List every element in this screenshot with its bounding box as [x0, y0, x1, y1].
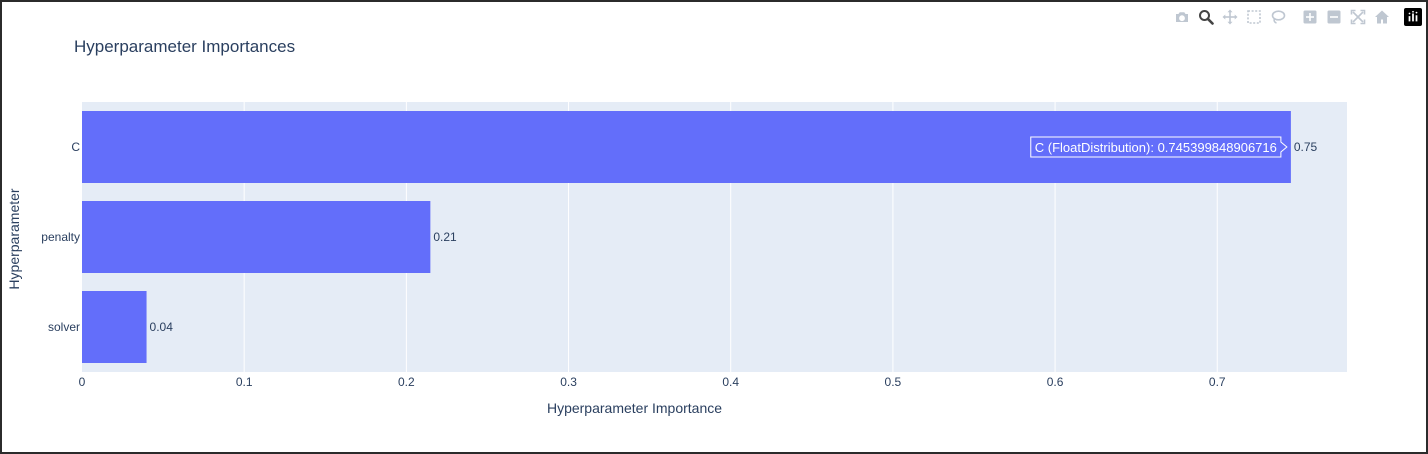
bar-solver[interactable] — [82, 291, 147, 363]
pan-icon[interactable] — [1218, 7, 1242, 27]
y-tick-label: penalty — [41, 230, 80, 244]
bar-data-label: 0.21 — [433, 230, 457, 244]
box-select-icon[interactable] — [1242, 7, 1266, 27]
zoom-in-icon[interactable] — [1298, 7, 1322, 27]
x-tick-label: 0.6 — [1047, 375, 1064, 389]
bar-penalty[interactable] — [82, 201, 431, 273]
x-tick-label: 0 — [79, 375, 86, 389]
chart-title: Hyperparameter Importances — [74, 37, 295, 56]
bar-data-label: 0.75 — [1294, 140, 1318, 154]
autoscale-icon[interactable] — [1346, 7, 1370, 27]
plotly-logo-icon[interactable] — [1402, 7, 1426, 27]
x-tick-label: 0.7 — [1209, 375, 1226, 389]
lasso-select-icon[interactable] — [1266, 7, 1290, 27]
hover-tooltip: C (FloatDistribution): 0.745399848906716 — [1030, 136, 1288, 158]
y-tick-label: solver — [48, 320, 80, 334]
x-axis-title: Hyperparameter Importance — [547, 400, 722, 416]
camera-icon[interactable] — [1170, 7, 1194, 27]
x-tick-label: 0.1 — [236, 375, 253, 389]
x-tick-label: 0.3 — [560, 375, 577, 389]
modebar-group-select — [1170, 7, 1290, 27]
zoom-icon[interactable] — [1194, 7, 1218, 27]
x-tick-label: 0.5 — [885, 375, 902, 389]
modebar — [1162, 7, 1426, 27]
bar-data-label: 0.04 — [150, 320, 174, 334]
x-tick-label: 0.4 — [722, 375, 739, 389]
hover-tooltip-text: C (FloatDistribution): 0.745399848906716 — [1035, 140, 1277, 155]
zoom-out-icon[interactable] — [1322, 7, 1346, 27]
modebar-group-logo — [1402, 7, 1426, 27]
y-axis-title: Hyperparameter — [6, 188, 22, 289]
hover-tooltip-box — [1030, 136, 1288, 158]
modebar-group-zoom — [1298, 7, 1394, 27]
reset-axes-icon[interactable] — [1370, 7, 1394, 27]
x-tick-label: 0.2 — [398, 375, 415, 389]
y-tick-label: C — [71, 140, 80, 154]
